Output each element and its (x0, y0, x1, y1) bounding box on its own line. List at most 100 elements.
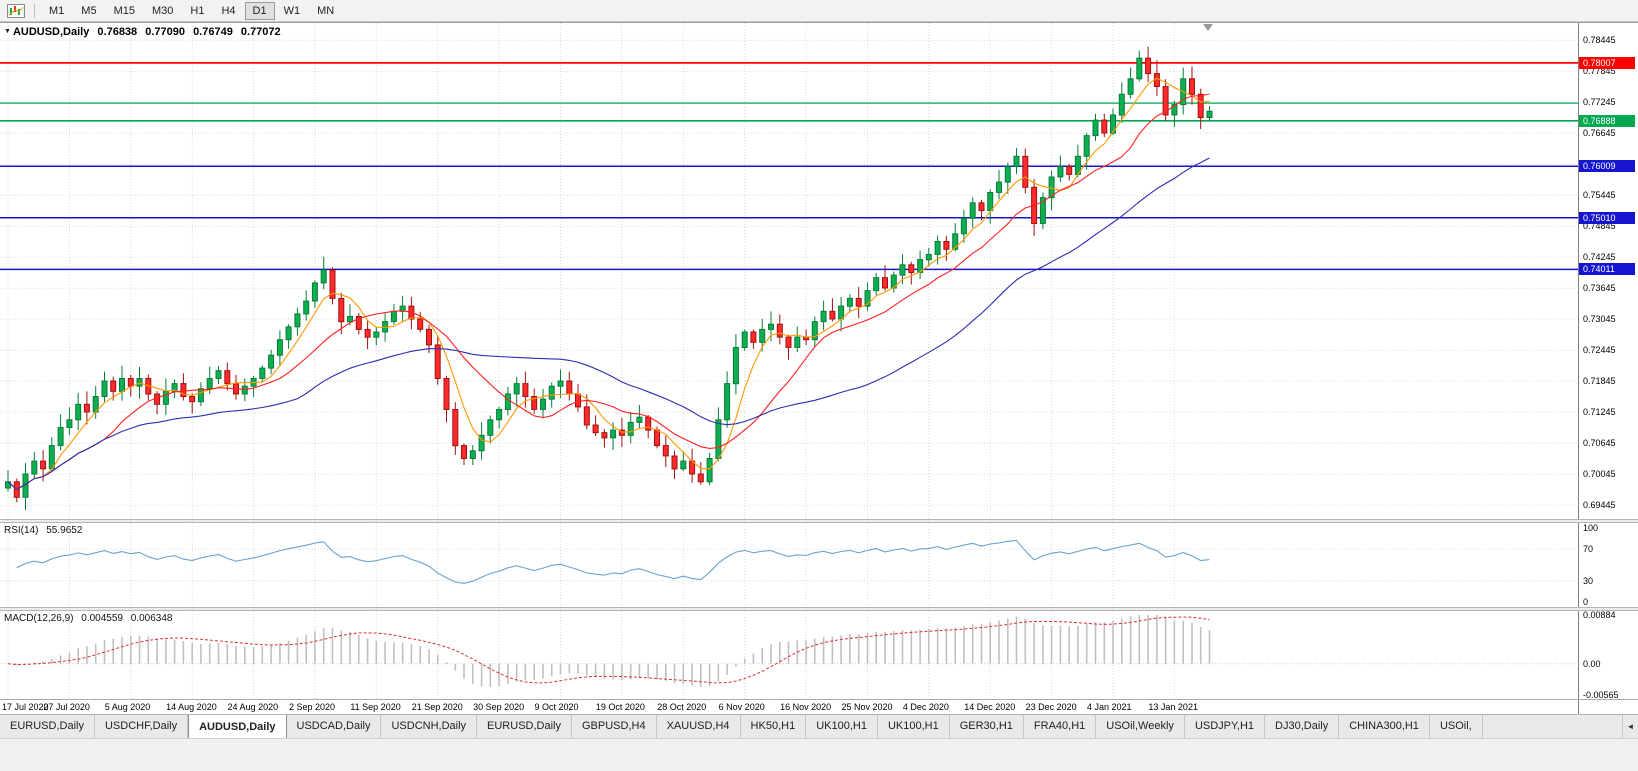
tab-dj30-daily[interactable]: DJ30,Daily (1265, 715, 1340, 738)
price-level-badge: 0.74011 (1579, 263, 1635, 276)
tab-usdcnh-daily[interactable]: USDCNH,Daily (381, 715, 478, 738)
macd-label: MACD(12,26,9) (4, 613, 74, 624)
tab-usdcad-daily[interactable]: USDCAD,Daily (286, 715, 382, 738)
rsi-chart[interactable] (0, 523, 1578, 607)
date-label: 4 Dec 2020 (902, 702, 949, 712)
tab-eurusd-daily[interactable]: EURUSD,Daily (477, 715, 572, 738)
date-label: 28 Oct 2020 (657, 702, 707, 712)
date-label: 5 Aug 2020 (104, 702, 151, 712)
tab-uk100-h1[interactable]: UK100,H1 (806, 715, 878, 738)
date-label: 14 Dec 2020 (964, 702, 1016, 712)
scale-value: 0.69445 (1583, 500, 1616, 511)
price-level-badge: 0.75010 (1579, 211, 1635, 224)
date-label: 21 Sep 2020 (411, 702, 463, 712)
price-panel: ▼ AUDUSD,Daily 0.76838 0.77090 0.76749 0.… (0, 23, 1638, 519)
price-plot: ▼ AUDUSD,Daily 0.76838 0.77090 0.76749 0.… (0, 23, 1578, 519)
open-value: 0.76838 (97, 26, 138, 38)
macd-scale[interactable]: 0.00884 0.00 -0.00565 (1578, 611, 1638, 699)
scale-value: 0.71845 (1583, 376, 1616, 387)
charts-icon-glyph (7, 3, 25, 18)
tab-ger30-h1[interactable]: GER30,H1 (949, 715, 1024, 738)
date-label: 17 Jul 2020 (2, 702, 49, 712)
tab-scroll-left-icon[interactable]: ◄ (1622, 715, 1638, 738)
tab-china300-h1[interactable]: CHINA300,H1 (1339, 715, 1430, 738)
scale-value: 0.77245 (1583, 97, 1616, 108)
timeframe-button-d1[interactable]: D1 (244, 1, 275, 20)
price-chart[interactable] (0, 23, 1578, 519)
timeframe-button-m1[interactable]: M1 (49, 4, 65, 17)
chart-tabbar: EURUSD,Daily USDCHF,Daily AUDUSD,Daily USDC… (0, 714, 1638, 738)
timeframe-toolbar: M1 M5 M15 M30 H1 H4 D1 W1 MN (0, 0, 1638, 22)
tab-eurusd-daily[interactable]: EURUSD,Daily (0, 715, 95, 738)
panel-splitter[interactable] (0, 607, 1638, 611)
timeframe-button-m30[interactable]: M30 (151, 4, 174, 17)
date-label: 11 Sep 2020 (350, 702, 401, 712)
date-label: 24 Aug 2020 (227, 702, 279, 712)
rsi-header: RSI(14) 55.9652 (4, 525, 82, 536)
macd-signal-value: 0.006348 (130, 613, 173, 624)
high-value: 0.77090 (145, 26, 185, 38)
scale-value: -0.00565 (1583, 690, 1619, 699)
macd-plot: MACD(12,26,9) 0.004559 0.006348 (0, 611, 1578, 699)
date-label: 4 Jan 2021 (1087, 702, 1132, 712)
scale-value: 0.70645 (1583, 438, 1616, 449)
scale-value: 0.00 (1583, 658, 1601, 669)
scale-value: 0.74845 (1583, 221, 1616, 232)
tab-audusd-daily[interactable]: AUDUSD,Daily (188, 715, 287, 738)
date-label: 25 Nov 2020 (841, 702, 893, 712)
tab-hk50-h1[interactable]: HK50,H1 (740, 715, 807, 738)
close-value: 0.77072 (240, 26, 281, 38)
price-scale[interactable]: 0.784450.778450.772450.766450.760450.754… (1578, 23, 1638, 519)
timeframe-button-h4[interactable]: H4 (221, 4, 236, 17)
date-label: 19 Oct 2020 (595, 702, 645, 712)
chart-symbol: AUDUSD,Daily (12, 26, 90, 38)
price-level-badge: 0.76009 (1579, 160, 1635, 173)
macd-main-value: 0.004559 (81, 613, 123, 624)
tab-uk100-h1[interactable]: UK100,H1 (877, 715, 950, 738)
tab-usdchf-daily[interactable]: USDCHF,Daily (94, 715, 189, 738)
price-level-badge: 0.78007 (1579, 56, 1635, 69)
date-label: 23 Dec 2020 (1025, 702, 1077, 712)
scale-value: 0.00884 (1583, 611, 1616, 620)
tab-fra40-h1[interactable]: FRA40,H1 (1023, 715, 1097, 738)
rsi-plot: RSI(14) 55.9652 (0, 523, 1578, 607)
timeframe-button-w1[interactable]: W1 (283, 4, 301, 17)
timeframe-button-h1[interactable]: H1 (190, 4, 205, 17)
scale-value: 0.71245 (1583, 407, 1616, 418)
rsi-scale[interactable]: 100 70 30 0 (1578, 523, 1638, 607)
scale-value: 0.78445 (1583, 35, 1616, 46)
rsi-panel: RSI(14) 55.9652 100 70 30 0 (0, 523, 1638, 607)
scale-value: 0.73045 (1583, 314, 1616, 325)
axis-corner (1578, 700, 1638, 716)
scale-value: 0.72445 (1583, 345, 1616, 356)
status-bar (0, 738, 1638, 771)
panel-splitter[interactable] (0, 519, 1638, 523)
tab-xauusd-h4[interactable]: XAUUSD,H4 (656, 715, 741, 738)
tab-usoil-weekly[interactable]: USOil,Weekly (1096, 715, 1185, 738)
macd-panel: MACD(12,26,9) 0.004559 0.006348 0.00884 0… (0, 611, 1638, 699)
timeframe-button-m5[interactable]: M5 (81, 4, 97, 17)
scale-value: 0.70045 (1583, 469, 1616, 480)
time-axis[interactable]: 17 Jul 2020 27 Jul 2020 5 Aug 2020 14 Aug 2… (0, 700, 1578, 715)
tab-usoil[interactable]: USOil, (1429, 715, 1483, 738)
date-label: 27 Jul 2020 (43, 702, 90, 712)
scale-value: 100 (1583, 523, 1599, 533)
date-label: 2 Sep 2020 (288, 702, 335, 712)
rsi-value: 55.9652 (46, 525, 83, 536)
rsi-label: RSI(14) (4, 525, 39, 536)
scale-value: 0 (1583, 597, 1589, 607)
macd-chart[interactable] (0, 611, 1578, 699)
date-label: 6 Nov 2020 (718, 702, 765, 712)
charts-icon[interactable] (4, 3, 28, 19)
chart-tabs: EURUSD,Daily USDCHF,Daily AUDUSD,Daily USDC… (0, 715, 1638, 738)
timeframe-button-m15[interactable]: M15 (113, 4, 135, 17)
timeframe-buttons: M1 M5 M15 M30 H1 H4 D1 W1 MN (41, 1, 342, 20)
date-label: 30 Sep 2020 (473, 702, 525, 712)
chart-shift-marker[interactable] (1203, 24, 1213, 31)
tab-usdjpy-h1[interactable]: USDJPY,H1 (1184, 715, 1266, 738)
scale-value: 70 (1583, 544, 1594, 555)
tab-gbpusd-h4[interactable]: GBPUSD,H4 (572, 715, 657, 738)
timeframe-button-mn[interactable]: MN (317, 4, 335, 17)
date-label: 16 Nov 2020 (780, 702, 832, 712)
